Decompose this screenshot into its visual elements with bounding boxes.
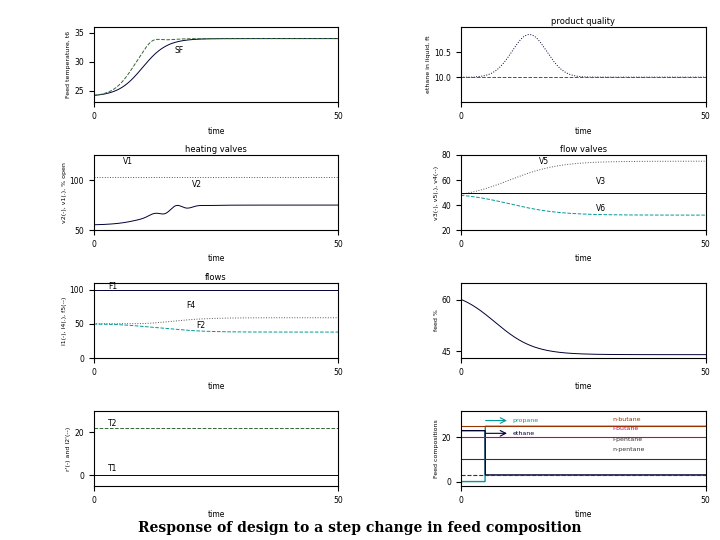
Text: V1: V1 <box>123 157 133 166</box>
X-axis label: time: time <box>207 126 225 136</box>
Title: heating valves: heating valves <box>185 145 247 154</box>
Title: flow valves: flow valves <box>559 145 607 154</box>
Y-axis label: feed %: feed % <box>433 309 438 332</box>
X-axis label: time: time <box>207 510 225 519</box>
X-axis label: time: time <box>575 254 592 264</box>
Title: flows: flows <box>205 273 227 282</box>
Text: ethane: ethane <box>512 431 534 436</box>
Text: V3: V3 <box>595 177 606 186</box>
Text: Response of design to a step change in feed composition: Response of design to a step change in f… <box>138 521 582 535</box>
Y-axis label: v2(-), v1(.), % open: v2(-), v1(.), % open <box>62 162 67 223</box>
Title: product quality: product quality <box>552 17 615 26</box>
Text: i-pentane: i-pentane <box>613 437 643 442</box>
X-axis label: time: time <box>575 126 592 136</box>
X-axis label: time: time <box>207 382 225 392</box>
Y-axis label: l1(-), l4(.), f5(--): l1(-), l4(.), f5(--) <box>62 296 67 345</box>
X-axis label: time: time <box>575 382 592 392</box>
Text: n-pentane: n-pentane <box>613 447 645 453</box>
Y-axis label: Feed temperature, t6: Feed temperature, t6 <box>66 31 71 98</box>
X-axis label: time: time <box>207 254 225 264</box>
Text: F4: F4 <box>186 301 196 309</box>
Text: propane: propane <box>512 418 539 423</box>
Text: F2: F2 <box>197 321 205 330</box>
Text: T1: T1 <box>108 464 117 473</box>
Y-axis label: ethane in liquid, ft: ethane in liquid, ft <box>426 36 431 93</box>
Y-axis label: v3(-), v5(.), v4(--): v3(-), v5(.), v4(--) <box>433 165 438 220</box>
Text: F1: F1 <box>108 282 117 291</box>
Text: V5: V5 <box>539 157 549 166</box>
X-axis label: time: time <box>575 510 592 519</box>
Text: T2: T2 <box>108 419 117 428</box>
Text: V2: V2 <box>192 179 202 188</box>
Text: V6: V6 <box>595 204 606 213</box>
Y-axis label: Feed compositions: Feed compositions <box>433 419 438 478</box>
Text: SF: SF <box>174 46 184 55</box>
Text: i-butane: i-butane <box>613 426 639 431</box>
Text: n-butane: n-butane <box>613 416 641 422</box>
Y-axis label: r'(-) and l2'(--): r'(-) and l2'(--) <box>66 426 71 470</box>
